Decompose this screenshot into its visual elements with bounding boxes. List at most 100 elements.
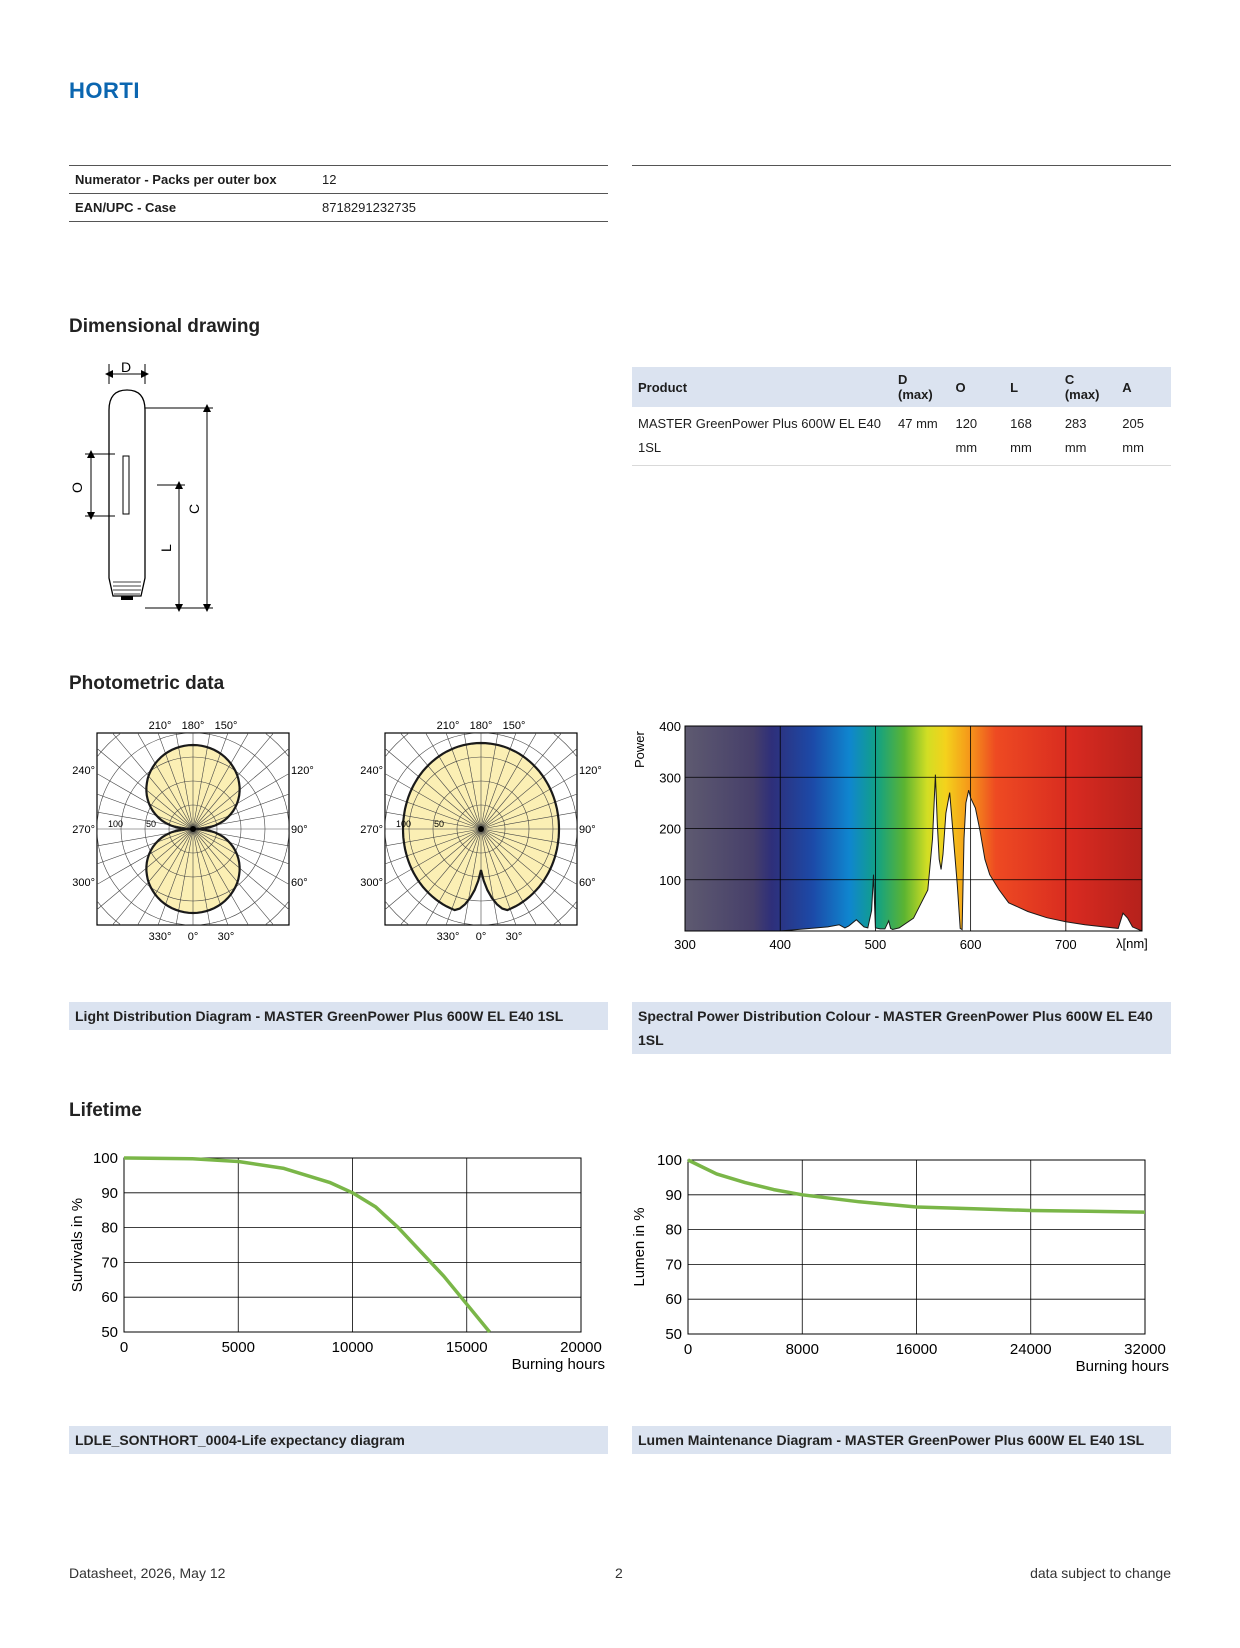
- label-c: C: [186, 504, 202, 514]
- polar-intensity-outline: [401, 741, 561, 912]
- spectrum-xlabel: λ[nm]: [1116, 936, 1148, 951]
- spectrum-x-tick: 700: [1055, 937, 1077, 952]
- series-line: [687, 1158, 1146, 1214]
- polar-label: 30°: [506, 931, 523, 943]
- polar-label: 330°: [149, 931, 172, 943]
- section-title-lifetime: Lifetime: [69, 1100, 142, 1121]
- ean-value: 8718291232735: [316, 193, 608, 222]
- spectrum-x-tick: 500: [865, 937, 887, 952]
- y-tick-label: 100: [93, 1150, 118, 1167]
- col-a: A: [1116, 367, 1171, 407]
- y-axis-label: Survivals in %: [69, 1198, 86, 1292]
- table-row: EAN/UPC - Case 8718291232735: [69, 193, 608, 222]
- x-tick-label: 5000: [222, 1339, 255, 1356]
- table-row: MASTER GreenPower Plus 600W EL E40 1SL 4…: [632, 407, 1171, 466]
- polar-label: 150°: [215, 720, 238, 732]
- lamp-base-threads: [113, 581, 141, 595]
- x-tick-label: 20000: [560, 1339, 602, 1356]
- x-axis-label: Burning hours: [512, 1356, 605, 1373]
- x-axis-label: Burning hours: [1076, 1358, 1169, 1375]
- polar-label: 90°: [579, 824, 596, 836]
- y-tick-label: 60: [101, 1289, 118, 1306]
- spectrum-y-tick: 300: [659, 770, 681, 785]
- packs-value: 12: [316, 165, 608, 194]
- section-title-photometric: Photometric data: [69, 673, 225, 694]
- footer-date: Datasheet, 2026, May 12: [69, 1565, 226, 1581]
- spectrum-y-tick: 400: [659, 719, 681, 734]
- polar-label: 240°: [360, 765, 383, 777]
- polar-label: 210°: [437, 720, 460, 732]
- y-tick-label: 50: [665, 1326, 682, 1343]
- arc-tube: [122, 455, 130, 515]
- dimensions-table: Product D (max) O L C (max) A MASTER Gre…: [632, 367, 1171, 466]
- polar-label: 90°: [291, 824, 308, 836]
- spectrum-ylabel: Power: [632, 730, 647, 768]
- label-o: O: [69, 482, 85, 493]
- cell-c: 283 mm: [1058, 407, 1117, 466]
- cell-d: 47 mm: [892, 407, 950, 466]
- polar-label: 270°: [72, 824, 95, 836]
- col-l: L: [1004, 367, 1059, 407]
- polar-label: 300°: [360, 877, 383, 889]
- polar-label: 30°: [218, 931, 235, 943]
- x-tick-label: 32000: [1124, 1341, 1166, 1358]
- polar-radial-label: 50: [146, 819, 156, 829]
- polar-diagram-1: 210° 180° 150° 330° 0° 30° 240° 270° 300° 120° 90°…: [72, 720, 314, 943]
- spectrum-y-tick: 200: [659, 822, 681, 837]
- y-tick-label: 70: [101, 1254, 118, 1271]
- lumen-maintenance-chart: 0 8000 16000 24000 32000 50 60 70 80 90 100 Burning…: [631, 1152, 1169, 1375]
- caption-life: LDLE_SONTHORT_0004-Life expectancy diagr…: [69, 1426, 608, 1454]
- life-expectancy-chart: 0 5000 10000 15000 20000 50 60 70 80 90 100 Burning…: [69, 1150, 605, 1373]
- spectrum-x-tick: 600: [960, 937, 982, 952]
- y-tick-label: 70: [665, 1256, 682, 1273]
- footer-page-number: 2: [615, 1565, 623, 1581]
- y-axis-label: Lumen in %: [631, 1207, 648, 1286]
- caption-light-distribution: Light Distribution Diagram - MASTER Gree…: [69, 1002, 608, 1030]
- col-d: D (max): [892, 367, 950, 407]
- col-c: C (max): [1058, 367, 1117, 407]
- x-tick-label: 24000: [1010, 1341, 1052, 1358]
- polar-label: 60°: [579, 877, 596, 889]
- dimensional-drawing: D O L C: [69, 360, 213, 612]
- polar-label: 210°: [149, 720, 172, 732]
- x-tick-label: 0: [120, 1339, 128, 1356]
- packaging-table: Numerator - Packs per outer box 12 EAN/U…: [69, 165, 608, 222]
- table-header-row: Product D (max) O L C (max) A: [632, 367, 1171, 407]
- polar-diagram-2: 210° 180° 150° 330° 0° 30° 240° 270° 300° 120° 90°…: [360, 720, 602, 943]
- divider: [632, 165, 1171, 166]
- cell-o: 120 mm: [949, 407, 1005, 466]
- col-o: O: [949, 367, 1005, 407]
- x-tick-label: 16000: [896, 1341, 938, 1358]
- polar-label: 300°: [72, 877, 95, 889]
- x-tick-label: 0: [684, 1341, 692, 1358]
- polar-radial-label: 50: [434, 819, 444, 829]
- spectrum-grid: [685, 726, 1142, 931]
- spectrum-x-tick: 300: [674, 937, 696, 952]
- ean-label: EAN/UPC - Case: [69, 193, 316, 222]
- packs-label: Numerator - Packs per outer box: [69, 165, 316, 194]
- polar-label: 150°: [503, 720, 526, 732]
- x-tick-label: 15000: [446, 1339, 488, 1356]
- y-tick-label: 100: [657, 1152, 682, 1169]
- polar-label: 120°: [291, 765, 314, 777]
- y-tick-label: 50: [101, 1324, 118, 1341]
- y-tick-label: 90: [665, 1187, 682, 1204]
- spectral-chart: 300 400 500 600 700 100 200 300 400 Power λ[nm]: [632, 719, 1148, 952]
- label-l: L: [158, 544, 174, 552]
- cell-product: MASTER GreenPower Plus 600W EL E40 1SL: [632, 407, 892, 466]
- y-tick-label: 90: [101, 1185, 118, 1202]
- x-tick-label: 8000: [786, 1341, 819, 1358]
- polar-label: 0°: [188, 931, 199, 943]
- spectrum-x-tick: 400: [769, 937, 791, 952]
- polar-label: 0°: [476, 931, 487, 943]
- y-tick-label: 80: [101, 1220, 118, 1237]
- y-tick-label: 60: [665, 1291, 682, 1308]
- caption-lumen: Lumen Maintenance Diagram - MASTER Green…: [632, 1426, 1171, 1454]
- spectrum-curve: [780, 774, 1143, 932]
- polar-radial-label: 100: [396, 819, 411, 829]
- table-row: Numerator - Packs per outer box 12: [69, 165, 608, 194]
- x-tick-label: 10000: [332, 1339, 374, 1356]
- series-line: [123, 1156, 491, 1334]
- polar-label: 270°: [360, 824, 383, 836]
- polar-intensity-outline: [145, 743, 241, 915]
